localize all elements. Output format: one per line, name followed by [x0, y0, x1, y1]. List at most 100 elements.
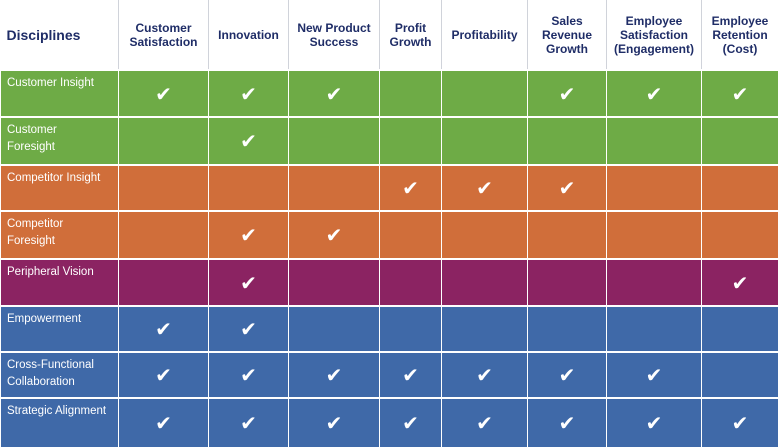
matrix-cell: ✔	[209, 398, 289, 447]
discipline-label: Competitor Foresight	[1, 211, 119, 259]
matrix-cell	[289, 117, 380, 165]
matrix-cell	[607, 165, 702, 211]
matrix-cell	[607, 117, 702, 165]
matrix-cell: ✔	[119, 398, 209, 447]
discipline-row: Customer Insight✔✔✔✔✔✔	[1, 70, 778, 117]
column-header-line: Profit	[395, 21, 426, 35]
check-icon: ✔	[326, 413, 343, 433]
matrix-cell	[209, 165, 289, 211]
check-icon: ✔	[646, 365, 663, 385]
check-icon: ✔	[240, 225, 257, 245]
discipline-label-line: Collaboration	[7, 376, 75, 388]
check-icon: ✔	[732, 413, 749, 433]
matrix-cell: ✔	[380, 398, 442, 447]
discipline-label-line: Competitor	[7, 218, 63, 230]
column-header-line: Retention	[712, 28, 767, 42]
matrix-cell	[702, 211, 778, 259]
check-icon: ✔	[559, 365, 576, 385]
matrix-cell	[702, 117, 778, 165]
matrix-cell: ✔	[528, 398, 607, 447]
column-header-line: New Product	[297, 21, 370, 35]
matrix-cell: ✔	[119, 70, 209, 117]
check-icon: ✔	[402, 413, 419, 433]
matrix-cell: ✔	[209, 352, 289, 398]
column-header-line: Innovation	[218, 28, 279, 42]
column-header-line: Growth	[546, 42, 588, 56]
matrix-cell: ✔	[380, 165, 442, 211]
discipline-label-line: Strategic Alignment	[7, 405, 106, 417]
column-header-line: Growth	[390, 35, 432, 49]
discipline-label-line: Customer Insight	[7, 77, 94, 89]
discipline-label-line: Empowerment	[7, 313, 81, 325]
discipline-row: Peripheral Vision✔✔	[1, 259, 778, 306]
matrix-cell: ✔	[209, 211, 289, 259]
check-icon: ✔	[476, 365, 493, 385]
discipline-label: Customer Foresight	[1, 117, 119, 165]
matrix-cell	[289, 259, 380, 306]
column-header-line: Employee	[712, 14, 769, 28]
matrix-cell	[702, 306, 778, 352]
check-icon: ✔	[559, 84, 576, 104]
check-icon: ✔	[732, 84, 749, 104]
matrix-cell	[119, 211, 209, 259]
matrix-cell: ✔	[607, 398, 702, 447]
matrix-cell	[289, 306, 380, 352]
matrix-cell: ✔	[289, 70, 380, 117]
matrix-cell	[528, 306, 607, 352]
column-header-line: Employee	[626, 14, 683, 28]
matrix-cell: ✔	[289, 398, 380, 447]
check-icon: ✔	[559, 413, 576, 433]
column-header: Innovation	[209, 0, 289, 70]
check-icon: ✔	[155, 365, 172, 385]
check-icon: ✔	[559, 178, 576, 198]
matrix-cell	[289, 165, 380, 211]
matrix-cell	[380, 259, 442, 306]
matrix-cell	[119, 165, 209, 211]
matrix-cell: ✔	[209, 117, 289, 165]
check-icon: ✔	[240, 131, 257, 151]
matrix-cell	[380, 211, 442, 259]
matrix-cell: ✔	[289, 352, 380, 398]
discipline-row: Empowerment ✔ ✔	[1, 306, 778, 352]
column-header-line: Sales	[551, 14, 582, 28]
discipline-label-line: Foresight	[7, 141, 55, 153]
matrix-cell	[607, 211, 702, 259]
matrix-cell: ✔	[442, 165, 528, 211]
check-icon: ✔	[155, 319, 172, 339]
column-header-line: Satisfaction	[129, 35, 197, 49]
check-icon: ✔	[155, 413, 172, 433]
matrix-cell: ✔	[442, 398, 528, 447]
discipline-label-line: Customer	[7, 124, 57, 136]
check-icon: ✔	[732, 273, 749, 293]
matrix-cell: ✔	[607, 352, 702, 398]
check-icon: ✔	[155, 84, 172, 104]
matrix-cell: ✔	[289, 211, 380, 259]
check-icon: ✔	[240, 319, 257, 339]
matrix-cell: ✔	[607, 70, 702, 117]
matrix-cell: ✔	[702, 259, 778, 306]
column-header-line: Success	[310, 35, 359, 49]
matrix-cell	[528, 117, 607, 165]
matrix-cell	[528, 211, 607, 259]
column-header: Profitability	[442, 0, 528, 70]
discipline-label-line: Foresight	[7, 235, 55, 247]
matrix-cell	[442, 306, 528, 352]
matrix-cell	[528, 259, 607, 306]
matrix-cell	[380, 306, 442, 352]
column-header-line: Revenue	[542, 28, 592, 42]
check-icon: ✔	[240, 365, 257, 385]
matrix-cell	[607, 259, 702, 306]
matrix-cell: ✔	[702, 70, 778, 117]
matrix-cell	[380, 117, 442, 165]
matrix-cell: ✔	[119, 352, 209, 398]
matrix-cell: ✔	[209, 306, 289, 352]
discipline-row: Competitor Insight✔✔✔	[1, 165, 778, 211]
